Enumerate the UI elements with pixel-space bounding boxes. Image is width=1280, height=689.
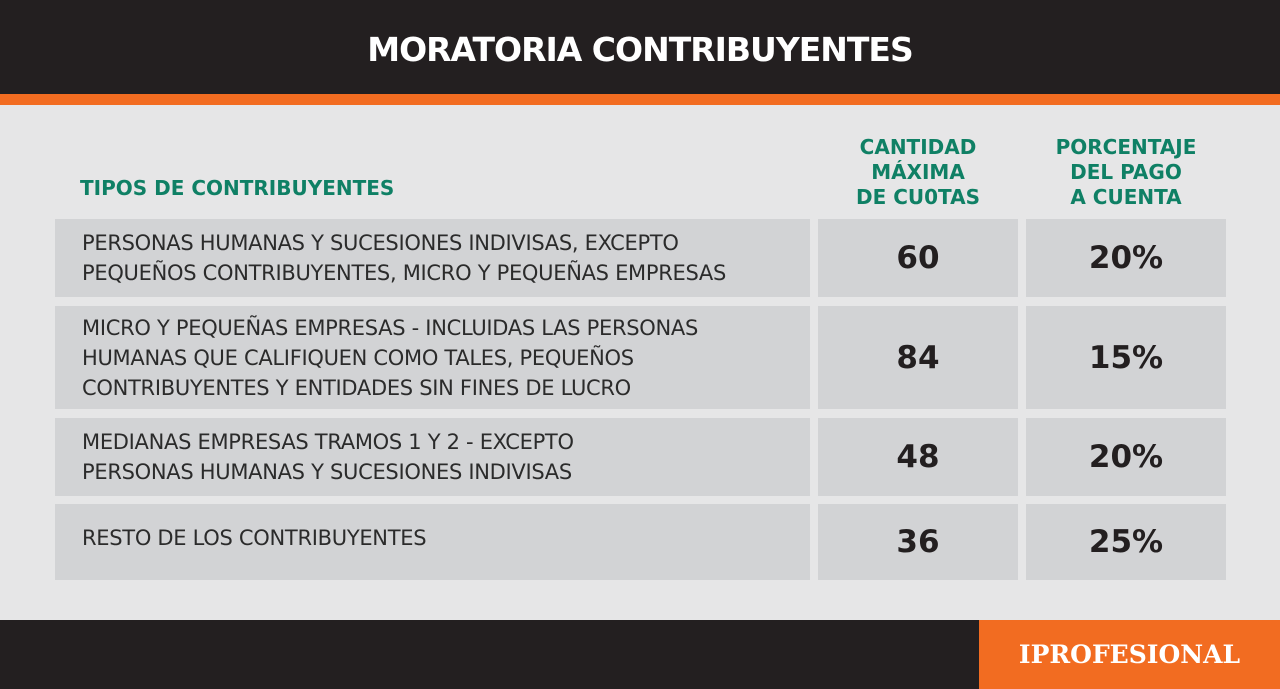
table-row-cuotas: 84	[818, 306, 1018, 409]
row-porcentaje-value: 25%	[1088, 524, 1164, 560]
column-header-porcentaje-line: DEL PAGO	[1070, 160, 1182, 184]
brand-logo: IPROFESIONAL	[979, 620, 1280, 689]
table-row-cuotas: 36	[818, 504, 1018, 580]
column-header-cuotas-line: CANTIDAD	[859, 135, 977, 159]
page-title: MORATORIA CONTRIBUYENTES	[367, 30, 913, 69]
column-header-porcentaje: PORCENTAJE DEL PAGO A CUENTA	[1026, 135, 1226, 210]
table-row-porcentaje: 25%	[1026, 504, 1226, 580]
row-cuotas-value: 84	[896, 339, 940, 376]
row-cuotas-value: 36	[896, 524, 940, 560]
table-row-description: PERSONAS HUMANAS Y SUCESIONES INDIVISAS,…	[55, 219, 810, 297]
row-description-line: PERSONAS HUMANAS Y SUCESIONES INDIVISAS,…	[82, 231, 679, 255]
row-cuotas-value: 48	[896, 439, 940, 475]
row-description-line: CONTRIBUYENTES Y ENTIDADES SIN FINES DE …	[82, 375, 631, 400]
row-description-text: MEDIANAS EMPRESAS TRAMOS 1 Y 2 - EXCEPTO…	[82, 427, 804, 487]
row-description-line: PEQUEÑOS CONTRIBUYENTES, MICRO Y PEQUEÑA…	[82, 261, 726, 285]
column-header-types: TIPOS DE CONTRIBUYENTES	[80, 176, 395, 200]
row-porcentaje-value: 15%	[1088, 339, 1164, 376]
table-row-description: RESTO DE LOS CONTRIBUYENTES	[55, 504, 810, 580]
row-description-line: MICRO Y PEQUEÑAS EMPRESAS - INCLUIDAS LA…	[82, 315, 699, 340]
column-header-cuotas-line: DE CU0TAS	[855, 185, 981, 209]
table-row-porcentaje: 15%	[1026, 306, 1226, 409]
row-description-text: MICRO Y PEQUEÑAS EMPRESAS - INCLUIDAS LA…	[82, 313, 804, 403]
column-header-porcentaje-line: PORCENTAJE	[1055, 135, 1197, 159]
column-header-cuotas-line: MÁXIMA	[871, 160, 965, 184]
accent-divider	[0, 94, 1280, 105]
table-row-cuotas: 48	[818, 418, 1018, 496]
row-description-text: PERSONAS HUMANAS Y SUCESIONES INDIVISAS,…	[82, 228, 804, 288]
column-header-porcentaje-line: A CUENTA	[1070, 185, 1182, 209]
table-row-porcentaje: 20%	[1026, 219, 1226, 297]
table-row-cuotas: 60	[818, 219, 1018, 297]
row-description-line: HUMANAS QUE CALIFIQUEN COMO TALES, PEQUE…	[82, 345, 634, 370]
row-description-line: PERSONAS HUMANAS Y SUCESIONES INDIVISAS	[82, 460, 572, 484]
row-description-line: MEDIANAS EMPRESAS TRAMOS 1 Y 2 - EXCEPTO	[82, 430, 574, 454]
row-cuotas-value: 60	[896, 240, 940, 276]
brand-logo-text: IPROFESIONAL	[1018, 640, 1241, 669]
header-bar	[0, 0, 1280, 94]
table-row-description: MEDIANAS EMPRESAS TRAMOS 1 Y 2 - EXCEPTO…	[55, 418, 810, 496]
column-header-cuotas: CANTIDAD MÁXIMA DE CU0TAS	[818, 135, 1018, 210]
row-description-line: RESTO DE LOS CONTRIBUYENTES	[82, 526, 427, 550]
table-row-description: MICRO Y PEQUEÑAS EMPRESAS - INCLUIDAS LA…	[55, 306, 810, 409]
row-porcentaje-value: 20%	[1088, 240, 1164, 276]
row-description-text: RESTO DE LOS CONTRIBUYENTES	[82, 523, 804, 553]
row-porcentaje-value: 20%	[1088, 439, 1164, 475]
table-row-porcentaje: 20%	[1026, 418, 1226, 496]
